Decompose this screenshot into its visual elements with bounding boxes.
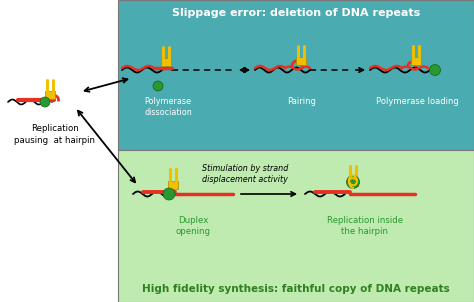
Text: Duplex
opening: Duplex opening — [175, 216, 210, 236]
Text: Replication
pausing  at hairpin: Replication pausing at hairpin — [15, 124, 95, 145]
Text: Pairing: Pairing — [288, 97, 317, 106]
Bar — [118, 150, 474, 302]
Bar — [161, 58, 171, 66]
Bar — [45, 91, 55, 99]
Bar — [296, 57, 306, 65]
Bar — [168, 181, 178, 189]
Circle shape — [153, 81, 163, 91]
Circle shape — [429, 65, 440, 76]
Circle shape — [346, 175, 359, 188]
Bar — [347, 178, 358, 186]
Text: Polymerase loading: Polymerase loading — [375, 97, 458, 106]
Bar — [118, 0, 474, 150]
Text: Slippage error: deletion of DNA repeats: Slippage error: deletion of DNA repeats — [172, 8, 420, 18]
Circle shape — [40, 97, 50, 107]
Text: Polymerase
dissociation: Polymerase dissociation — [144, 97, 192, 117]
Text: High fidelity synthesis: faithful copy of DNA repeats: High fidelity synthesis: faithful copy o… — [142, 284, 450, 294]
Circle shape — [163, 188, 175, 200]
Text: Replication inside
the hairpin: Replication inside the hairpin — [327, 216, 403, 236]
Bar — [411, 57, 421, 65]
Text: Stimulation by strand
displacement activity: Stimulation by strand displacement activ… — [202, 164, 288, 184]
